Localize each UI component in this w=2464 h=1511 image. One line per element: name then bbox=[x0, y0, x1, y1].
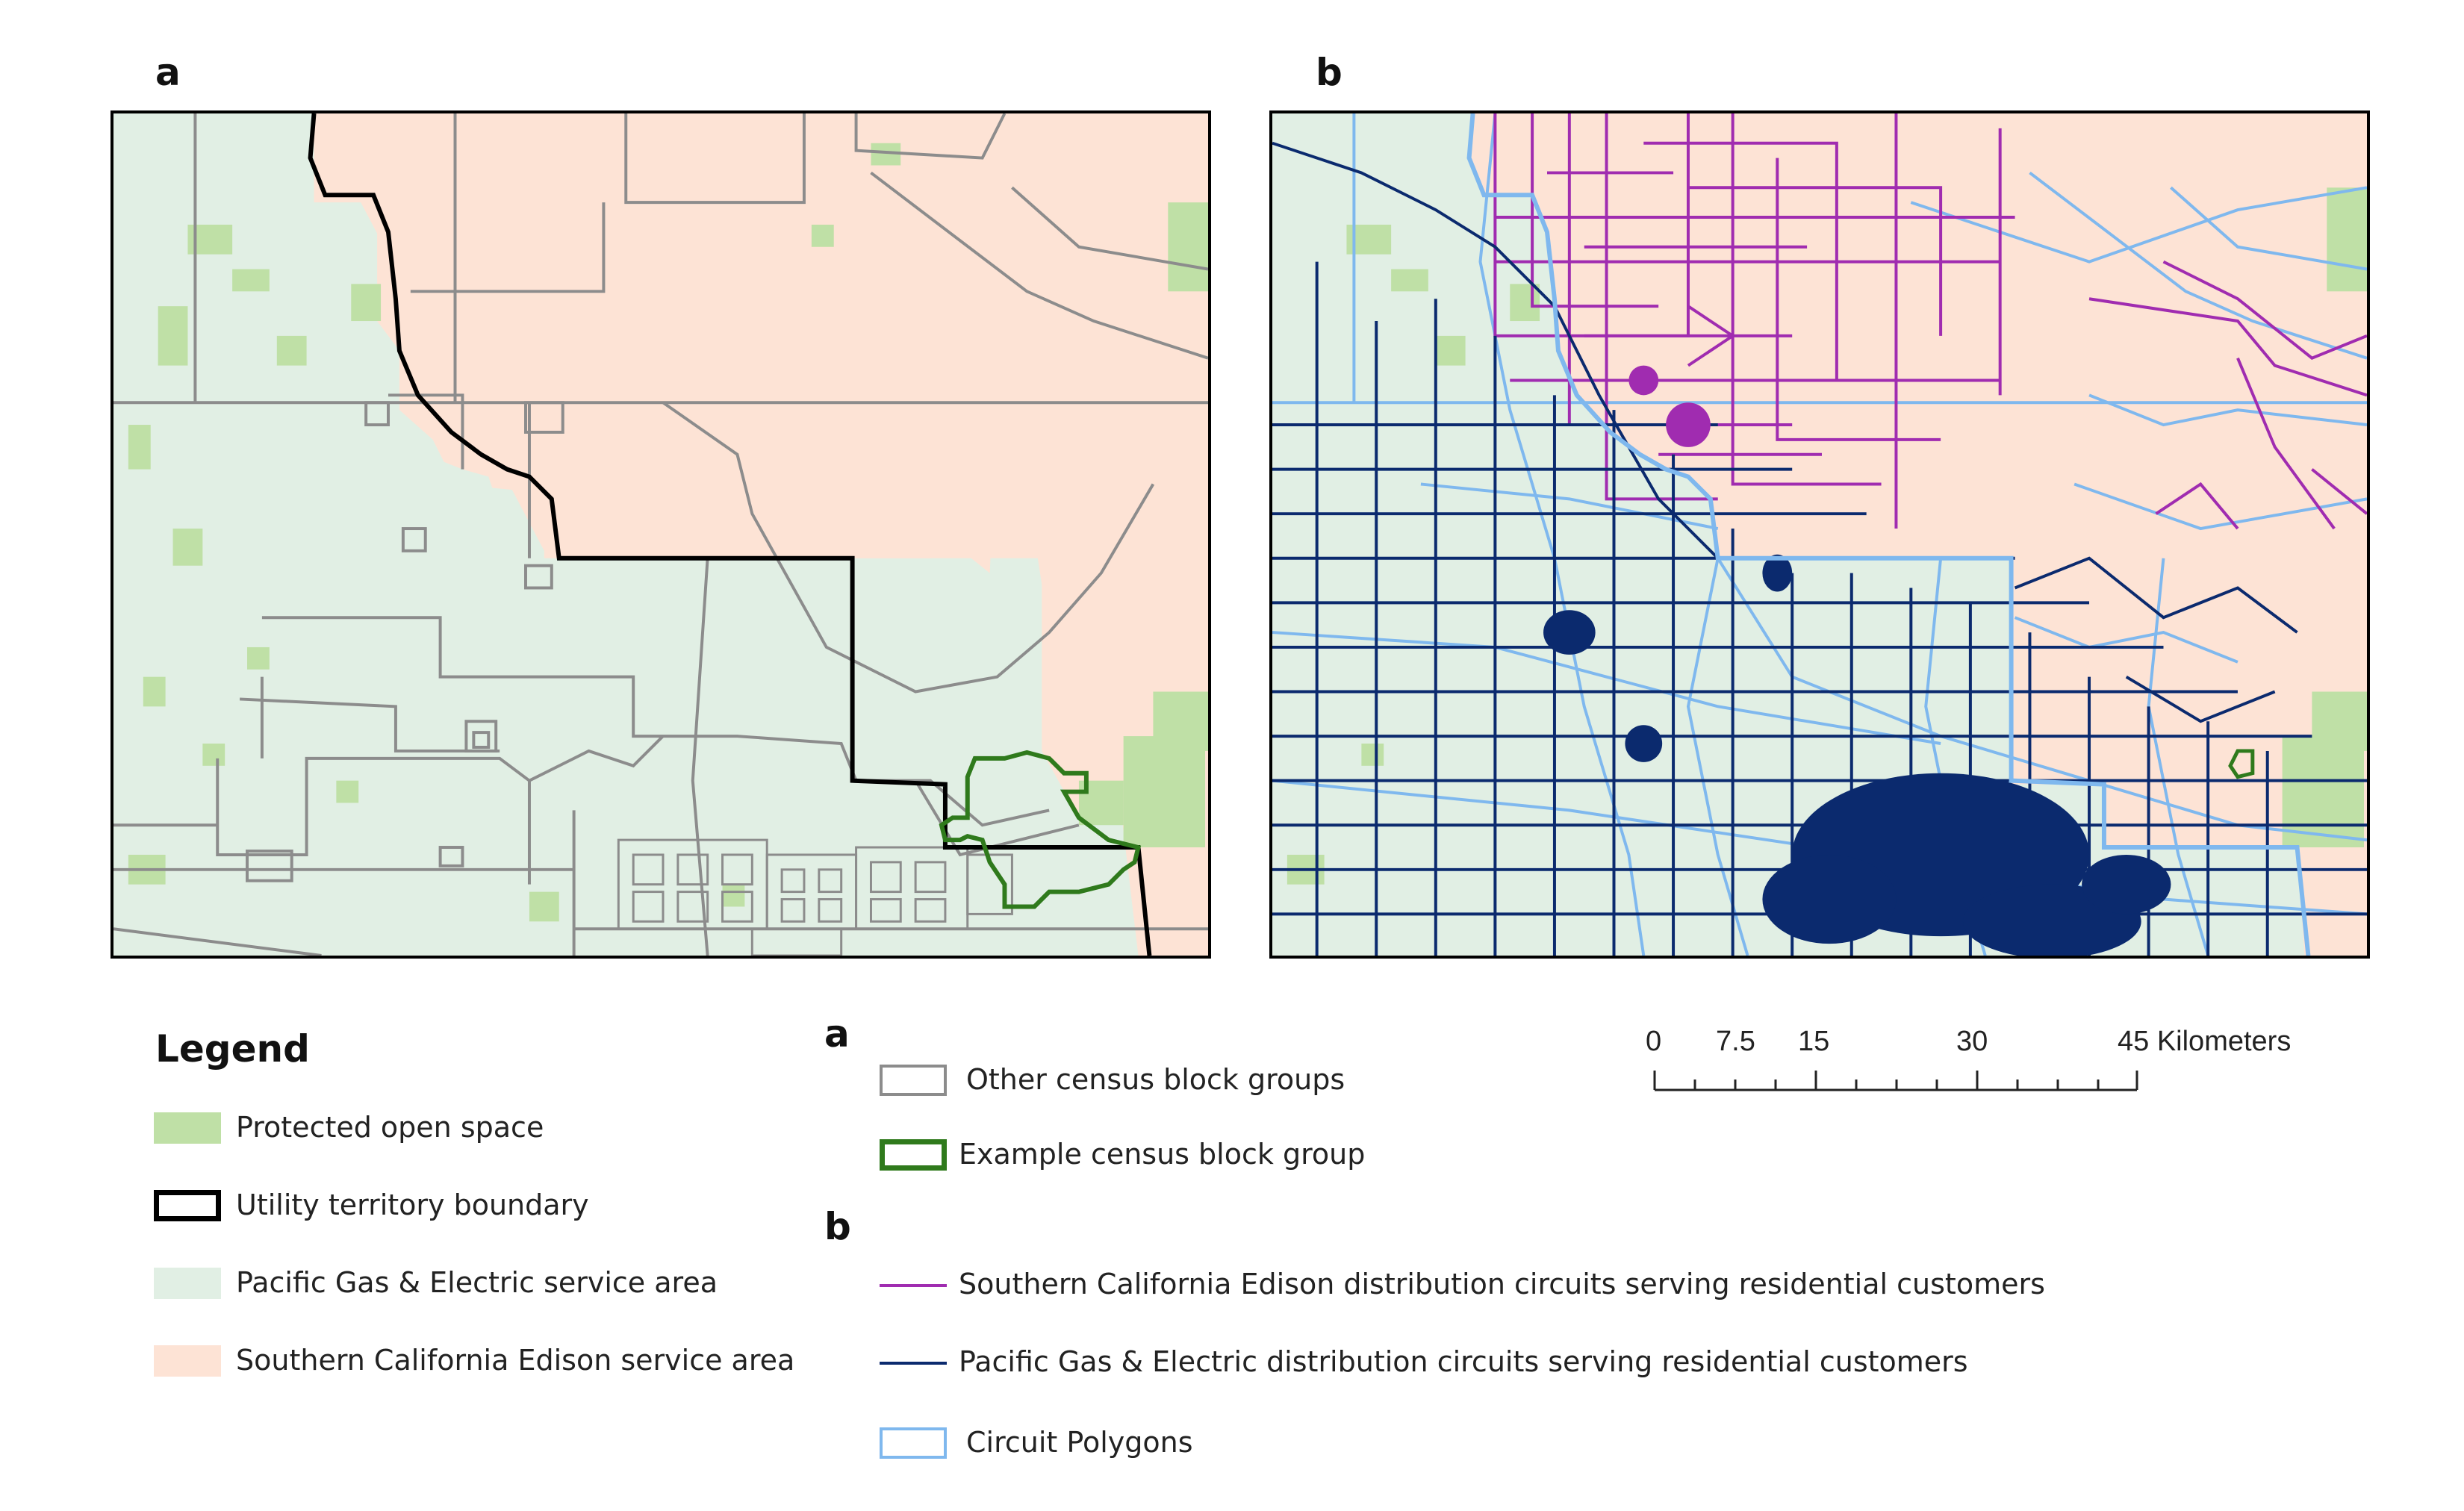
sce-area-label: Southern California Edison service area bbox=[236, 1344, 795, 1377]
sce-circuits-label: Southern California Edison distribution … bbox=[959, 1268, 2045, 1300]
sce-service-area-b bbox=[1469, 113, 2367, 956]
scale-tick-45: 45 Kilometers bbox=[2118, 1026, 2292, 1057]
panel-a-label: a bbox=[155, 51, 181, 94]
utility-territory-boundary-a bbox=[308, 113, 1152, 956]
sce-circuits-swatch bbox=[880, 1284, 947, 1287]
example-census-block-group-a bbox=[939, 750, 1142, 909]
pge-circuits-swatch bbox=[880, 1362, 947, 1365]
scale-bar bbox=[1653, 1071, 2138, 1091]
scale-tick-30: 30 bbox=[1956, 1026, 1988, 1057]
other-block-groups-label: Other census block groups bbox=[966, 1063, 1345, 1096]
utility-boundary-swatch bbox=[154, 1190, 221, 1221]
pge-area-swatch bbox=[154, 1268, 221, 1299]
circuit-polygons-label: Circuit Polygons bbox=[966, 1426, 1193, 1459]
protected-open-space-label: Protected open space bbox=[236, 1111, 544, 1144]
legend-section-a-label: a bbox=[824, 1012, 850, 1056]
map-b bbox=[1269, 110, 2370, 959]
scale-tick-15: 15 bbox=[1798, 1026, 1830, 1057]
map-b-canvas bbox=[1272, 113, 2367, 956]
map-a-canvas bbox=[113, 113, 1208, 956]
scale-tick-0: 0 bbox=[1646, 1026, 1662, 1057]
example-block-group-swatch bbox=[880, 1139, 947, 1171]
map-a bbox=[111, 110, 1211, 959]
pge-circuits-label: Pacific Gas & Electric distribution circ… bbox=[959, 1345, 1968, 1378]
scale-tick-7-5: 7.5 bbox=[1716, 1026, 1755, 1057]
example-census-block-group-b bbox=[2228, 749, 2255, 779]
sce-urban-cluster-b bbox=[1628, 365, 1711, 447]
panel-b-label: b bbox=[1316, 51, 1343, 94]
protected-open-space-swatch bbox=[154, 1112, 221, 1144]
legend-section-b-label: b bbox=[824, 1205, 851, 1248]
pge-urban-clusters-b bbox=[1543, 554, 2171, 956]
legend-title: Legend bbox=[155, 1027, 310, 1071]
sce-circuits-b bbox=[1493, 113, 2367, 530]
urban-block-groups-a bbox=[617, 838, 1013, 956]
circuit-polygons-swatch bbox=[880, 1427, 947, 1459]
utility-territory-boundary-b bbox=[1466, 113, 2311, 956]
protected-open-space-b bbox=[1287, 187, 2367, 885]
sce-area-swatch bbox=[154, 1345, 221, 1377]
pge-circuits-b bbox=[1272, 141, 2367, 956]
other-block-groups-swatch bbox=[880, 1065, 947, 1096]
census-block-groups-a bbox=[113, 113, 1208, 956]
utility-boundary-label: Utility territory boundary bbox=[236, 1188, 589, 1221]
pge-area-label: Pacific Gas & Electric service area bbox=[236, 1266, 718, 1299]
sce-area-fill bbox=[310, 113, 1208, 818]
protected-open-space-a bbox=[128, 143, 1208, 922]
example-block-group-label: Example census block group bbox=[959, 1138, 1366, 1171]
